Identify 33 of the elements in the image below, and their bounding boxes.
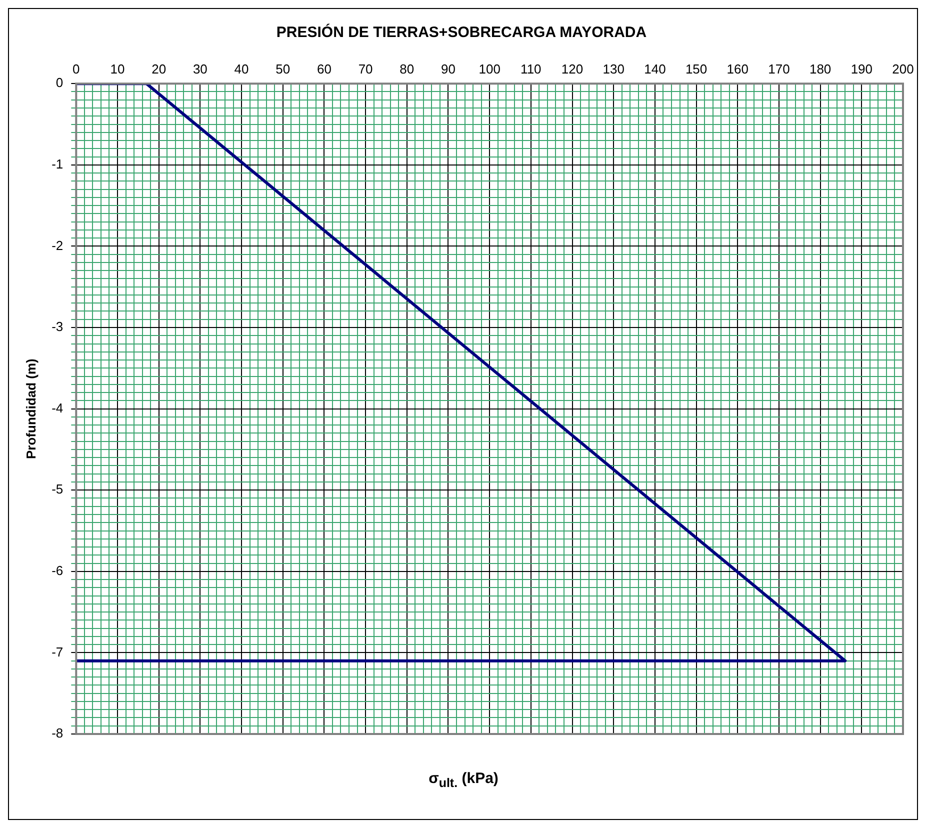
y-tick-label: -5 (52, 482, 64, 497)
x-tick-label: 60 (316, 61, 332, 76)
y-tick-label: -8 (52, 726, 64, 741)
x-tick-label: 70 (358, 61, 373, 76)
x-tick-label: 160 (726, 61, 748, 76)
x-tick-label: 190 (850, 61, 873, 76)
x-tick-label: 10 (110, 61, 125, 76)
y-tick-label: -6 (52, 562, 64, 578)
y-axis-title: Profundidad (m) (23, 358, 38, 459)
x-tick-label: 120 (561, 61, 584, 76)
x-tick-label: 0 (72, 61, 80, 76)
x-axis-title: σ$_{ult.}$ (kPa) (428, 770, 500, 790)
x-tick-label: 200 (892, 61, 914, 76)
y-tick-label: -2 (52, 238, 64, 253)
x-tick-label: 100 (478, 61, 500, 76)
x-tick-label: 170 (768, 61, 790, 76)
x-tick-label: 30 (192, 61, 208, 76)
x-tick-label: 110 (520, 61, 542, 76)
x-tick-label: 180 (809, 61, 832, 76)
y-tick-label: -1 (52, 156, 64, 172)
y-tick-label: -4 (52, 400, 64, 416)
x-tick-label: 130 (602, 61, 624, 76)
x-tick-label: 50 (276, 61, 290, 76)
x-tick-label: 90 (441, 61, 456, 76)
x-tick-label: 80 (400, 61, 414, 76)
chart-title: PRESIÓN DE TIERRAS+SOBRECARGA MAYORADA (276, 23, 647, 42)
y-tick-label: -7 (52, 644, 64, 660)
x-tick-label: 150 (685, 61, 708, 76)
y-tick-label: 0 (56, 75, 64, 90)
x-tick-label: 20 (152, 61, 166, 76)
x-tick-label: 140 (644, 61, 666, 76)
y-tick-label: -3 (52, 319, 64, 334)
x-tick-label: 40 (234, 61, 249, 76)
